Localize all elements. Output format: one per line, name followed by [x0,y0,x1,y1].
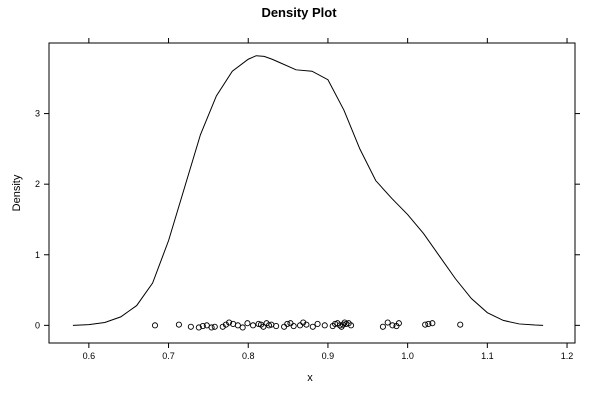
data-point [244,320,251,327]
y-tick-label: 2 [35,179,40,189]
data-point [379,323,386,330]
data-point [348,322,355,329]
x-tick-label: 0.8 [242,351,255,361]
data-point [187,323,194,330]
data-point [281,323,288,330]
data-point [314,320,321,327]
data-point [429,320,436,327]
chart-title: Density Plot [261,5,337,20]
data-point [208,324,215,331]
rug-points [151,319,464,331]
x-axis: 0.6 0.7 0.8 0.9 1.0 1.1 1.2 [83,38,574,361]
data-point [249,322,257,329]
data-point [290,323,297,330]
y-tick-label: 1 [35,250,40,260]
data-point [389,322,396,329]
y-axis: 0 1 2 3 [35,109,580,330]
y-tick-label: 3 [35,109,40,119]
data-point [395,320,402,327]
x-tick-label: 1.2 [561,351,574,361]
data-point [321,322,328,329]
x-tick-label: 1.1 [481,351,494,361]
x-axis-label: x [307,372,313,384]
data-point [287,320,294,327]
data-point [151,322,159,329]
data-point [457,321,464,328]
x-tick-label: 0.7 [162,351,175,361]
density-curve [72,55,544,326]
data-point [303,321,310,328]
data-point [384,319,391,326]
data-point [175,321,182,328]
data-point [255,320,262,327]
data-point [265,322,273,329]
data-point [199,323,206,330]
data-point [284,320,291,327]
data-point [422,321,429,328]
x-tick-label: 1.0 [401,351,414,361]
data-point [341,319,348,326]
data-point [260,323,267,330]
data-point [211,323,218,330]
data-point [425,320,432,327]
data-point [226,319,233,326]
data-point [296,322,304,329]
data-point [273,323,280,330]
y-axis-label: Density [11,174,23,211]
data-point [309,323,316,330]
data-point [336,322,343,329]
data-point [239,324,246,331]
y-tick-label: 0 [35,320,40,330]
data-point [195,324,202,331]
plot-frame [48,42,576,344]
x-tick-label: 0.9 [322,351,335,361]
x-tick-label: 0.6 [83,351,96,361]
